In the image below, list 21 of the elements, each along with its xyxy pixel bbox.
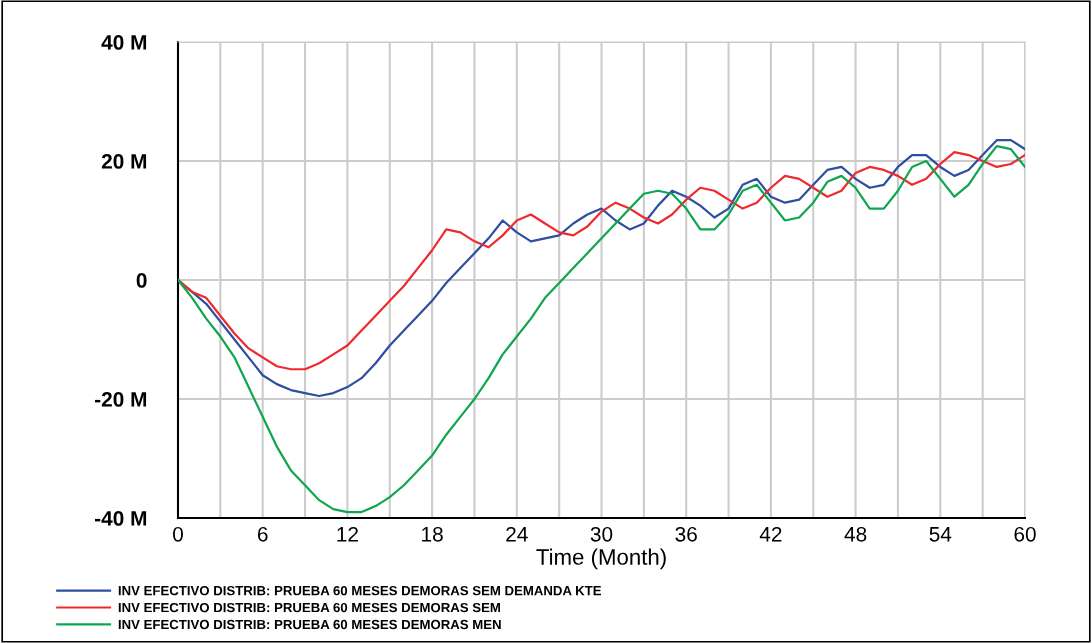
y-tick-label: 20 M [101,154,147,169]
y-tick-label: -20 M [95,392,147,407]
x-tick-label: 54 [929,527,952,542]
x-tick-label: 6 [257,526,268,542]
legend-label: INV EFECTIVO DISTRIB: PRUEBA 60 MESES DEMORAS SEM DEMANDA KTE [118,585,602,596]
x-tick-label: 12 [337,526,358,542]
y-tick-label: -40 M [95,511,147,526]
x-tick-label: 60 [1014,526,1036,542]
x-tick-label: 30 [590,526,613,542]
x-tick-label: 36 [675,526,697,542]
x-axis-title: Time (Month) [536,548,666,570]
x-tick-label: 24 [506,526,528,542]
x-tick-label: 48 [844,526,867,542]
y-tick-label: 0 [136,273,147,288]
legend-label: INV EFECTIVO DISTRIB: PRUEBA 60 MESES DEMORAS MEN [118,619,501,630]
y-tick-label: 40 M [101,35,147,50]
x-tick-label: 0 [173,526,183,542]
line-series [178,145,1025,514]
legend-label: INV EFECTIVO DISTRIB: PRUEBA 60 MESES DEMORAS SEM [118,602,500,613]
x-tick-label: 42 [759,526,782,542]
x-tick-label: 18 [422,526,443,542]
